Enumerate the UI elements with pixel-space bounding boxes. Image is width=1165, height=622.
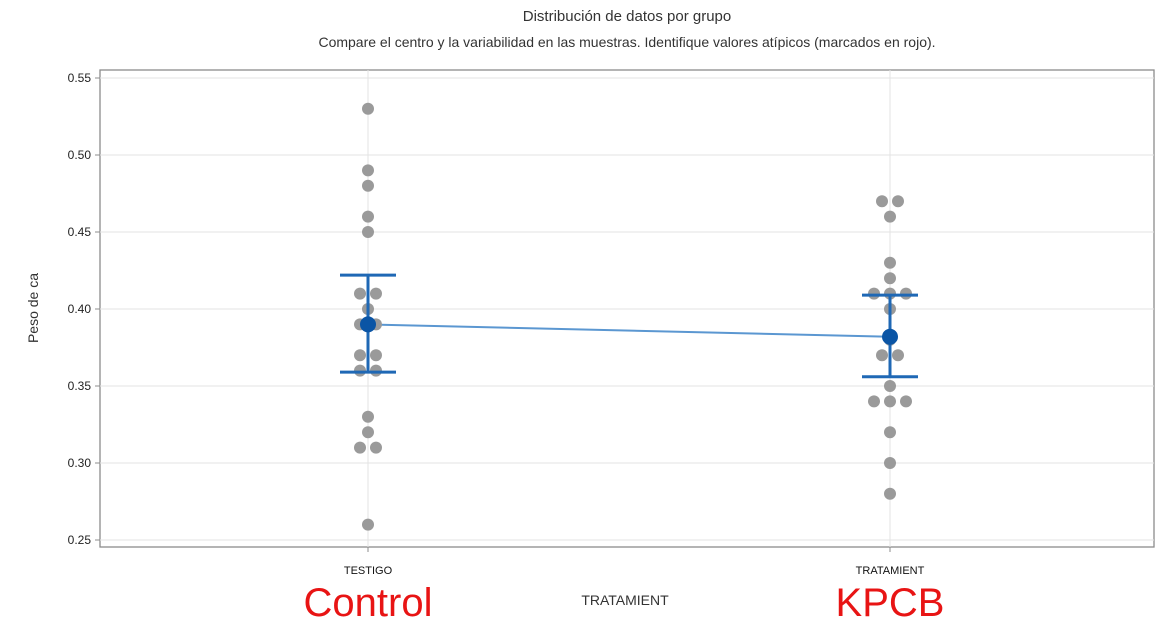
data-point bbox=[362, 179, 374, 192]
chart-subtitle: Compare el centro y la variabilidad en l… bbox=[318, 34, 935, 50]
data-point bbox=[354, 349, 366, 362]
data-point bbox=[354, 441, 366, 454]
data-point bbox=[876, 195, 888, 208]
x-axis-title: TRATAMIENT bbox=[581, 592, 669, 608]
data-point bbox=[354, 364, 366, 377]
data-point bbox=[362, 226, 374, 238]
interval-layer bbox=[340, 273, 918, 379]
data-point bbox=[884, 272, 896, 285]
data-point bbox=[884, 256, 896, 269]
data-point bbox=[362, 102, 374, 115]
data-point bbox=[362, 210, 374, 223]
data-point bbox=[884, 380, 896, 392]
data-point bbox=[892, 349, 904, 362]
grid-layer bbox=[95, 70, 1154, 552]
data-point bbox=[876, 349, 888, 362]
data-point bbox=[370, 364, 382, 377]
data-point bbox=[362, 518, 374, 531]
data-point bbox=[362, 410, 374, 423]
data-point bbox=[354, 287, 366, 300]
data-point bbox=[884, 395, 896, 408]
data-point bbox=[868, 395, 880, 408]
data-point bbox=[892, 195, 904, 208]
y-tick-label-layer: 0.25 0.30 0.35 0.40 0.45 0.50 0.55 bbox=[68, 71, 92, 547]
x-tick-label-layer: TESTIGO TRATAMIENT bbox=[344, 565, 925, 577]
kpcb-annotation: KPCB bbox=[836, 581, 945, 622]
data-point bbox=[884, 426, 896, 439]
y-axis-title: Peso de ca bbox=[25, 273, 41, 343]
y-tick-label: 0.55 bbox=[68, 71, 92, 85]
y-tick-label: 0.30 bbox=[68, 456, 92, 470]
y-tick-label: 0.50 bbox=[68, 148, 92, 162]
y-tick-label: 0.35 bbox=[68, 379, 92, 393]
y-tick-label: 0.25 bbox=[68, 533, 92, 547]
y-tick-label: 0.45 bbox=[68, 225, 92, 239]
data-point bbox=[370, 441, 382, 454]
data-point bbox=[868, 287, 880, 300]
y-tick-label: 0.40 bbox=[68, 302, 92, 316]
data-point bbox=[884, 210, 896, 223]
mean-marker bbox=[360, 316, 376, 333]
mean-connector-layer bbox=[367, 323, 891, 338]
data-point bbox=[362, 164, 374, 177]
control-annotation: Control bbox=[304, 581, 433, 622]
mean-connector-line bbox=[367, 323, 891, 338]
data-point bbox=[884, 487, 896, 500]
x-tick-label: TESTIGO bbox=[344, 565, 393, 577]
data-point bbox=[362, 426, 374, 439]
mean-marker bbox=[882, 328, 898, 345]
data-point bbox=[900, 287, 912, 300]
x-tick-label: TRATAMIENT bbox=[856, 565, 925, 577]
data-point bbox=[370, 287, 382, 300]
data-point bbox=[370, 349, 382, 362]
chart-title: Distribución de datos por grupo bbox=[523, 8, 731, 25]
data-point bbox=[900, 395, 912, 408]
data-point bbox=[884, 457, 896, 469]
